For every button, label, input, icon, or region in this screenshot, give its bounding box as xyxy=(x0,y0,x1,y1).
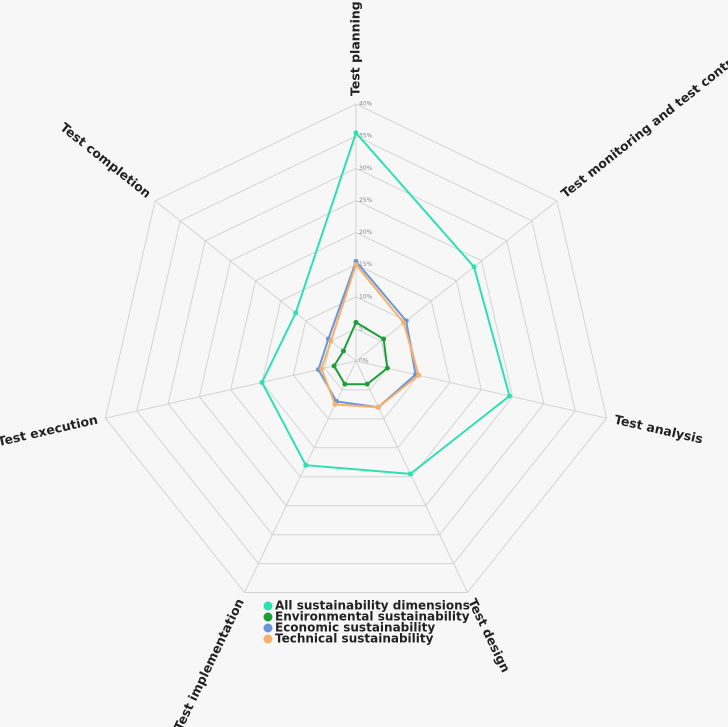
series-line xyxy=(320,262,420,409)
grid-ring xyxy=(136,135,576,565)
axis-label: Test analysis xyxy=(613,412,705,447)
data-point xyxy=(353,130,359,136)
axis-label: Test planning xyxy=(348,1,363,96)
axis-label: Test monitoring and test control xyxy=(558,47,728,201)
data-point xyxy=(259,379,265,385)
series-line xyxy=(332,320,389,386)
axis-label: Test completion xyxy=(58,120,155,201)
data-point xyxy=(328,338,334,344)
legend-label: All sustainability dimensions xyxy=(275,599,470,613)
data-point xyxy=(340,348,346,354)
grid-ring xyxy=(261,264,451,449)
spoke xyxy=(105,360,357,419)
axis-label: Test implementation xyxy=(171,596,247,727)
data-point xyxy=(353,262,359,268)
spoke xyxy=(154,200,357,362)
axis-label: Test design xyxy=(465,596,513,675)
tick-label: 30% xyxy=(359,165,373,172)
grid-ring xyxy=(167,167,545,536)
tick-label: 10% xyxy=(359,293,373,300)
data-point xyxy=(332,401,338,407)
legend-marker xyxy=(263,623,273,633)
spoke xyxy=(355,360,468,593)
tick-label: 15% xyxy=(359,261,373,268)
grid-ring xyxy=(198,199,514,507)
data-point xyxy=(353,319,359,325)
data-point xyxy=(506,393,512,399)
data-point xyxy=(364,381,370,387)
data-point xyxy=(319,366,325,372)
grid-ring xyxy=(230,231,482,478)
spoke xyxy=(355,360,607,419)
data-point xyxy=(401,320,407,326)
legend-label: Environmental sustainability xyxy=(275,610,470,624)
tick-label: 35% xyxy=(359,133,373,140)
data-point xyxy=(407,471,413,477)
data-point xyxy=(375,404,381,410)
data-point xyxy=(293,310,299,316)
data-point xyxy=(384,365,390,371)
legend-label: Technical sustainability xyxy=(275,632,434,646)
series-line xyxy=(260,130,511,475)
legend-label: Economic sustainability xyxy=(275,621,435,635)
data-point xyxy=(331,363,337,369)
data-point xyxy=(416,372,422,378)
tick-label: 20% xyxy=(359,229,373,236)
tick-label: 40% xyxy=(359,101,373,108)
data-point xyxy=(471,264,477,270)
tick-label: 0% xyxy=(359,358,369,365)
legend-marker xyxy=(263,612,273,622)
axis-label: Test execution xyxy=(0,412,99,449)
legend-marker xyxy=(263,601,273,611)
data-point xyxy=(381,336,387,342)
tick-label: 5% xyxy=(359,325,369,332)
spoke xyxy=(355,200,558,362)
legend-marker xyxy=(263,634,273,644)
grid-ring xyxy=(104,103,608,593)
data-point xyxy=(303,462,309,468)
series-line xyxy=(317,259,417,409)
data-point xyxy=(342,381,348,387)
tick-label: 25% xyxy=(359,197,373,204)
